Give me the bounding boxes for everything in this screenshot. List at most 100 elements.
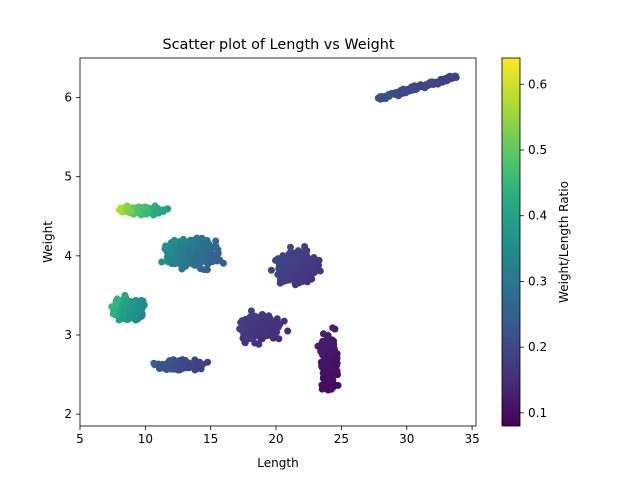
colorbar-tick-label: 0.3 — [528, 274, 547, 288]
scatter-point — [178, 265, 186, 273]
scatter-point — [322, 368, 330, 376]
scatter-point — [279, 252, 287, 260]
colorbar — [501, 57, 521, 427]
scatter-point — [301, 242, 309, 250]
scatter-point — [211, 251, 219, 259]
scatter-point — [333, 355, 341, 363]
scatter-point — [130, 299, 138, 307]
x-axis-label: Length — [257, 456, 298, 470]
scatter-point — [334, 381, 342, 389]
scatter-point — [315, 256, 323, 264]
scatter-point — [294, 263, 302, 271]
scatter-point — [247, 307, 255, 315]
scatter-point — [265, 312, 273, 320]
scatter-point — [294, 269, 302, 277]
scatter-point — [203, 243, 211, 251]
scatter-point — [158, 206, 166, 214]
scatter-point — [158, 258, 166, 266]
scatter-point — [151, 202, 159, 210]
scatter-point — [124, 208, 132, 216]
scatter-point — [171, 241, 179, 249]
scatter-point — [187, 247, 195, 255]
scatter-point — [291, 281, 299, 289]
scatter-point — [184, 359, 192, 367]
scatter-point — [299, 259, 307, 267]
scatter-point — [291, 274, 299, 282]
scatter-point — [323, 343, 331, 351]
scatter-point — [328, 366, 336, 374]
x-tick-label: 15 — [203, 432, 218, 446]
scatter-point — [427, 78, 435, 86]
scatter-point — [316, 267, 324, 275]
scatter-point — [284, 327, 292, 335]
scatter-point — [125, 315, 133, 323]
scatter-point — [287, 262, 295, 270]
scatter-point — [166, 250, 174, 258]
scatter-point — [110, 308, 118, 316]
colorbar-tick-label: 0.1 — [528, 406, 547, 420]
scatter-point — [403, 86, 411, 94]
x-tick-label: 25 — [334, 432, 349, 446]
scatter-point — [291, 253, 299, 261]
y-tick-label: 4 — [64, 249, 72, 263]
scatter-point — [435, 78, 443, 86]
scatter-point — [376, 93, 384, 101]
scatter-point — [123, 202, 131, 210]
y-tick-label: 5 — [64, 170, 72, 184]
scatter-point — [318, 385, 326, 393]
scatter-point — [323, 359, 331, 367]
y-tick-label: 6 — [64, 91, 72, 105]
scatter-point — [273, 315, 281, 323]
x-tick-label: 35 — [464, 432, 479, 446]
scatter-point — [212, 242, 220, 250]
scatter-point — [164, 256, 172, 264]
scatter-point — [286, 243, 294, 251]
chart-title: Scatter plot of Length vs Weight — [162, 37, 394, 53]
scatter-point — [255, 319, 263, 327]
scatter-point — [255, 340, 263, 348]
scatter-point — [188, 260, 196, 268]
scatter-point — [275, 335, 283, 343]
colorbar-label: Weight/Length Ratio — [557, 181, 571, 303]
scatter-point — [120, 308, 128, 316]
scatter-point — [175, 255, 183, 263]
scatter-point — [323, 332, 331, 340]
scatter-point — [171, 363, 179, 371]
scatter-point — [269, 334, 277, 342]
scatter-point — [267, 266, 275, 274]
scatter-point — [177, 237, 185, 245]
scatter-point — [303, 265, 311, 273]
scatter-point — [177, 244, 185, 252]
scatter-point — [115, 206, 123, 214]
x-tick-label: 10 — [138, 432, 153, 446]
scatter-point — [240, 322, 248, 330]
scatter-point — [212, 237, 220, 245]
scatter-point — [162, 362, 170, 370]
scatter-point — [390, 90, 398, 98]
scatter-point — [135, 308, 143, 316]
scatter-point — [186, 241, 194, 249]
x-axis-ticks: 5 10 15 20 25 30 35 — [76, 426, 480, 446]
scatter-point — [248, 320, 256, 328]
y-tick-label: 2 — [64, 407, 72, 421]
scatter-point — [204, 253, 212, 261]
scatter-point — [161, 245, 169, 253]
x-tick-label: 20 — [268, 432, 283, 446]
scatter-point — [120, 315, 128, 323]
scatter-point — [196, 358, 204, 366]
scatter-point — [112, 297, 120, 305]
scatter-point — [258, 310, 266, 318]
y-axis-ticks: 2 3 4 5 6 — [64, 91, 80, 421]
scatter-point — [284, 256, 292, 264]
scatter-point — [239, 334, 247, 342]
scatter-point — [328, 347, 336, 355]
scatter-point — [135, 301, 143, 309]
y-axis-label: Weight — [41, 221, 55, 263]
scatter-point — [170, 357, 178, 365]
plot-frame — [79, 57, 477, 427]
scatter-point — [279, 274, 287, 282]
scatter-point — [329, 324, 337, 332]
x-tick-label: 30 — [399, 432, 414, 446]
scatter-point — [246, 332, 254, 340]
